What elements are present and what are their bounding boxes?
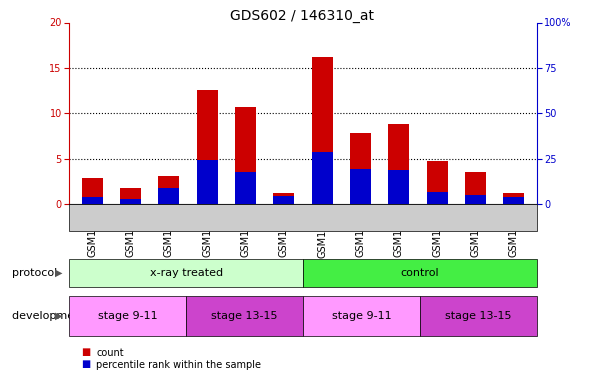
Bar [350,132,371,204]
Bar [197,160,218,204]
Bar [197,90,218,204]
Text: count: count [96,348,124,357]
Text: stage 9-11: stage 9-11 [332,311,391,321]
Bar [388,170,409,204]
Text: percentile rank within the sample: percentile rank within the sample [96,360,262,369]
Text: stage 9-11: stage 9-11 [98,311,157,321]
Text: protocol: protocol [12,268,57,278]
Bar [159,176,180,204]
Bar [465,172,486,204]
Bar [235,172,256,204]
Bar [312,57,333,204]
Bar [273,196,294,204]
Text: ▶: ▶ [55,268,62,278]
Text: ▶: ▶ [55,311,62,321]
Bar [120,188,141,204]
Text: GDS602 / 146310_at: GDS602 / 146310_at [230,9,373,23]
Bar [82,197,103,204]
Text: stage 13-15: stage 13-15 [445,311,511,321]
Bar [159,188,180,204]
Bar [312,152,333,204]
Text: stage 13-15: stage 13-15 [211,311,278,321]
Bar [82,178,103,204]
Bar [503,197,524,204]
Text: control: control [400,268,439,278]
Bar [235,107,256,204]
Text: x-ray treated: x-ray treated [150,268,223,278]
Text: ■: ■ [81,360,90,369]
Bar [388,124,409,204]
Bar [503,192,524,204]
Bar [465,195,486,204]
Bar [426,192,447,204]
Bar [273,194,294,204]
Text: ■: ■ [81,348,90,357]
Bar [426,161,447,204]
Bar [350,169,371,204]
Bar [120,199,141,204]
Text: development stage: development stage [12,311,120,321]
